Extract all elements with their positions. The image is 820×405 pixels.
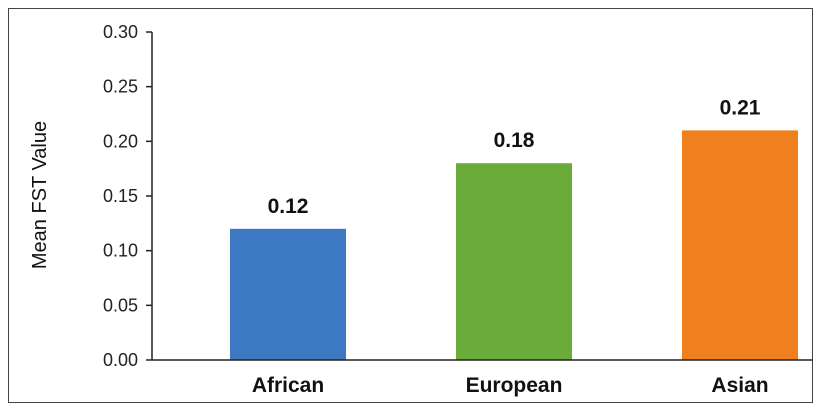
y-axis: 0.00 0.05 0.10 0.15 0.20 0.25 0.30 xyxy=(103,22,153,370)
y-axis-title: Mean FST Value xyxy=(29,121,51,269)
value-label-african: 0.12 xyxy=(268,195,309,218)
y-tick-label: 0.30 xyxy=(103,22,138,42)
bar-european xyxy=(456,163,572,360)
x-tick-label-african: African xyxy=(252,374,324,397)
value-label-european: 0.18 xyxy=(494,129,535,152)
x-axis: African European Asian xyxy=(152,359,813,397)
x-tick-label-european: European xyxy=(466,374,563,397)
chart-frame xyxy=(8,8,813,403)
y-tick-label: 0.25 xyxy=(103,77,138,97)
y-tick-label: 0.05 xyxy=(103,295,138,315)
bar-african xyxy=(230,228,346,360)
bar-asian xyxy=(682,130,798,360)
bars xyxy=(230,130,798,360)
value-label-asian: 0.21 xyxy=(720,96,761,119)
y-tick-label: 0.15 xyxy=(103,186,138,206)
y-tick-label: 0.20 xyxy=(103,131,138,151)
x-tick-label-asian: Asian xyxy=(711,374,768,397)
y-tick-label: 0.10 xyxy=(103,241,138,261)
y-tick-label: 0.00 xyxy=(103,350,138,370)
value-labels: 0.12 0.18 0.21 xyxy=(268,96,761,217)
